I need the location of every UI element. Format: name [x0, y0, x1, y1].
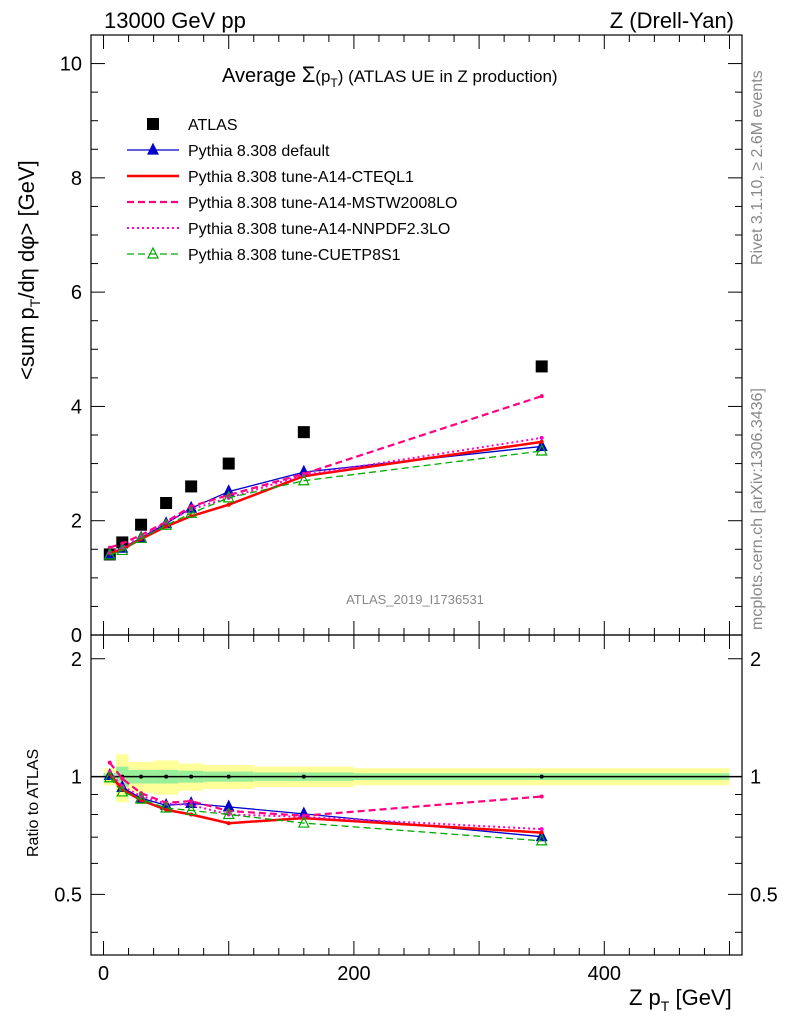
data-point: [222, 457, 235, 470]
data-point: [226, 821, 231, 826]
data-point: [135, 791, 148, 804]
data-point: [297, 473, 310, 486]
data-point: [120, 776, 125, 781]
data-point: [164, 807, 169, 812]
data-point: [297, 815, 310, 828]
data-point: [539, 774, 544, 779]
ratio-y-axis-label: Ratio to ATLAS: [25, 749, 42, 857]
data-point: [164, 524, 169, 529]
data-point: [147, 246, 159, 259]
data-point: [539, 830, 544, 835]
data-point: [160, 800, 173, 813]
data-point: [185, 803, 198, 816]
data-point: [222, 490, 235, 503]
data-point: [107, 545, 112, 550]
data-point: [107, 760, 112, 765]
data-point: [185, 480, 198, 493]
x-tick-label: 400: [588, 963, 621, 985]
data-point: [116, 543, 129, 556]
data-point: [222, 807, 235, 820]
series-line: [109, 436, 542, 554]
data-point: [539, 394, 544, 399]
series-line: [109, 440, 542, 555]
series-0: [103, 360, 548, 779]
data-point: [147, 118, 159, 130]
legend-label: Pythia 8.308 default: [188, 143, 330, 160]
ratio-plot-frame: [90, 634, 743, 956]
data-point: [139, 774, 144, 779]
data-point: [189, 799, 194, 804]
ratio-line: [108, 762, 542, 817]
y-tick-label: 4: [71, 396, 82, 418]
y-tick-label: 2: [71, 511, 82, 533]
ratio-tick-label: 0.5: [54, 884, 82, 906]
series-line: [109, 395, 543, 549]
ratio-tick-label: 1: [71, 767, 82, 789]
data-point: [147, 142, 159, 155]
data-point: [539, 435, 544, 440]
data-point: [539, 439, 544, 444]
data-point: [135, 518, 148, 531]
data-point: [226, 774, 231, 779]
header-left: 13000 GeV pp: [104, 8, 246, 33]
y-axis-label: <sum pT/dη dφ> [GeV]: [14, 160, 43, 380]
data-point: [189, 774, 194, 779]
ratio-tick-label-right: 0.5: [750, 884, 778, 906]
ratio-tick-label-right: 2: [750, 649, 761, 671]
data-point: [160, 517, 173, 530]
data-point: [160, 497, 173, 509]
series-line: [109, 445, 542, 555]
data-point: [226, 502, 231, 507]
data-point: [539, 794, 544, 799]
legend-label: ATLAS: [188, 117, 238, 134]
data-point: [535, 833, 548, 846]
y-tick-label: 10: [60, 54, 82, 76]
legend-label: Pythia 8.308 tune-A14-MSTW2008LO: [188, 195, 457, 212]
data-point: [297, 426, 310, 439]
data-point: [103, 770, 116, 783]
data-point: [539, 827, 544, 832]
y-tick-label: 6: [71, 282, 82, 304]
ratio-tick-label-right: 1: [750, 767, 761, 789]
series-layer: [103, 360, 548, 846]
rivet-label: Rivet 3.1.10, ≥ 2.6M events: [749, 70, 766, 265]
data-point: [164, 774, 169, 779]
legend-label: Pythia 8.308 tune-CUETP8S1: [188, 247, 401, 264]
x-tick-label: 200: [337, 963, 370, 985]
data-point: [301, 774, 306, 779]
ratio-band: [91, 754, 742, 803]
data-point: [226, 812, 231, 817]
plot-title: Average Σ(pT) (ATLAS UE in Z production): [222, 62, 558, 90]
data-point: [103, 547, 116, 560]
series-5: [103, 443, 548, 846]
mcplots-label: mcplots.cern.ch [arXiv:1306.3436]: [749, 388, 766, 630]
y-tick-label: 8: [71, 168, 82, 190]
legend-label: Pythia 8.308 tune-A14-NNPDF2.3LO: [188, 221, 450, 238]
x-tick-label: 0: [98, 963, 109, 985]
legend-label: Pythia 8.308 tune-A14-CTEQL1: [188, 169, 414, 186]
header-right: Z (Drell-Yan): [610, 8, 734, 33]
ratio-tick-label: 2: [71, 649, 82, 671]
series-line: [109, 450, 542, 556]
data-point: [535, 360, 548, 373]
data-point: [535, 443, 548, 456]
data-point: [135, 531, 148, 544]
legend: ATLAS Pythia 8.308 default Pythia 8.308 tu…: [127, 117, 457, 264]
data-point: [185, 505, 198, 518]
data-point: [116, 784, 129, 797]
analysis-watermark: ATLAS_2019_I1736531: [346, 592, 484, 607]
y-tick-label: 0: [71, 625, 82, 647]
x-axis-label: Z pT [GeV]: [629, 985, 732, 1014]
